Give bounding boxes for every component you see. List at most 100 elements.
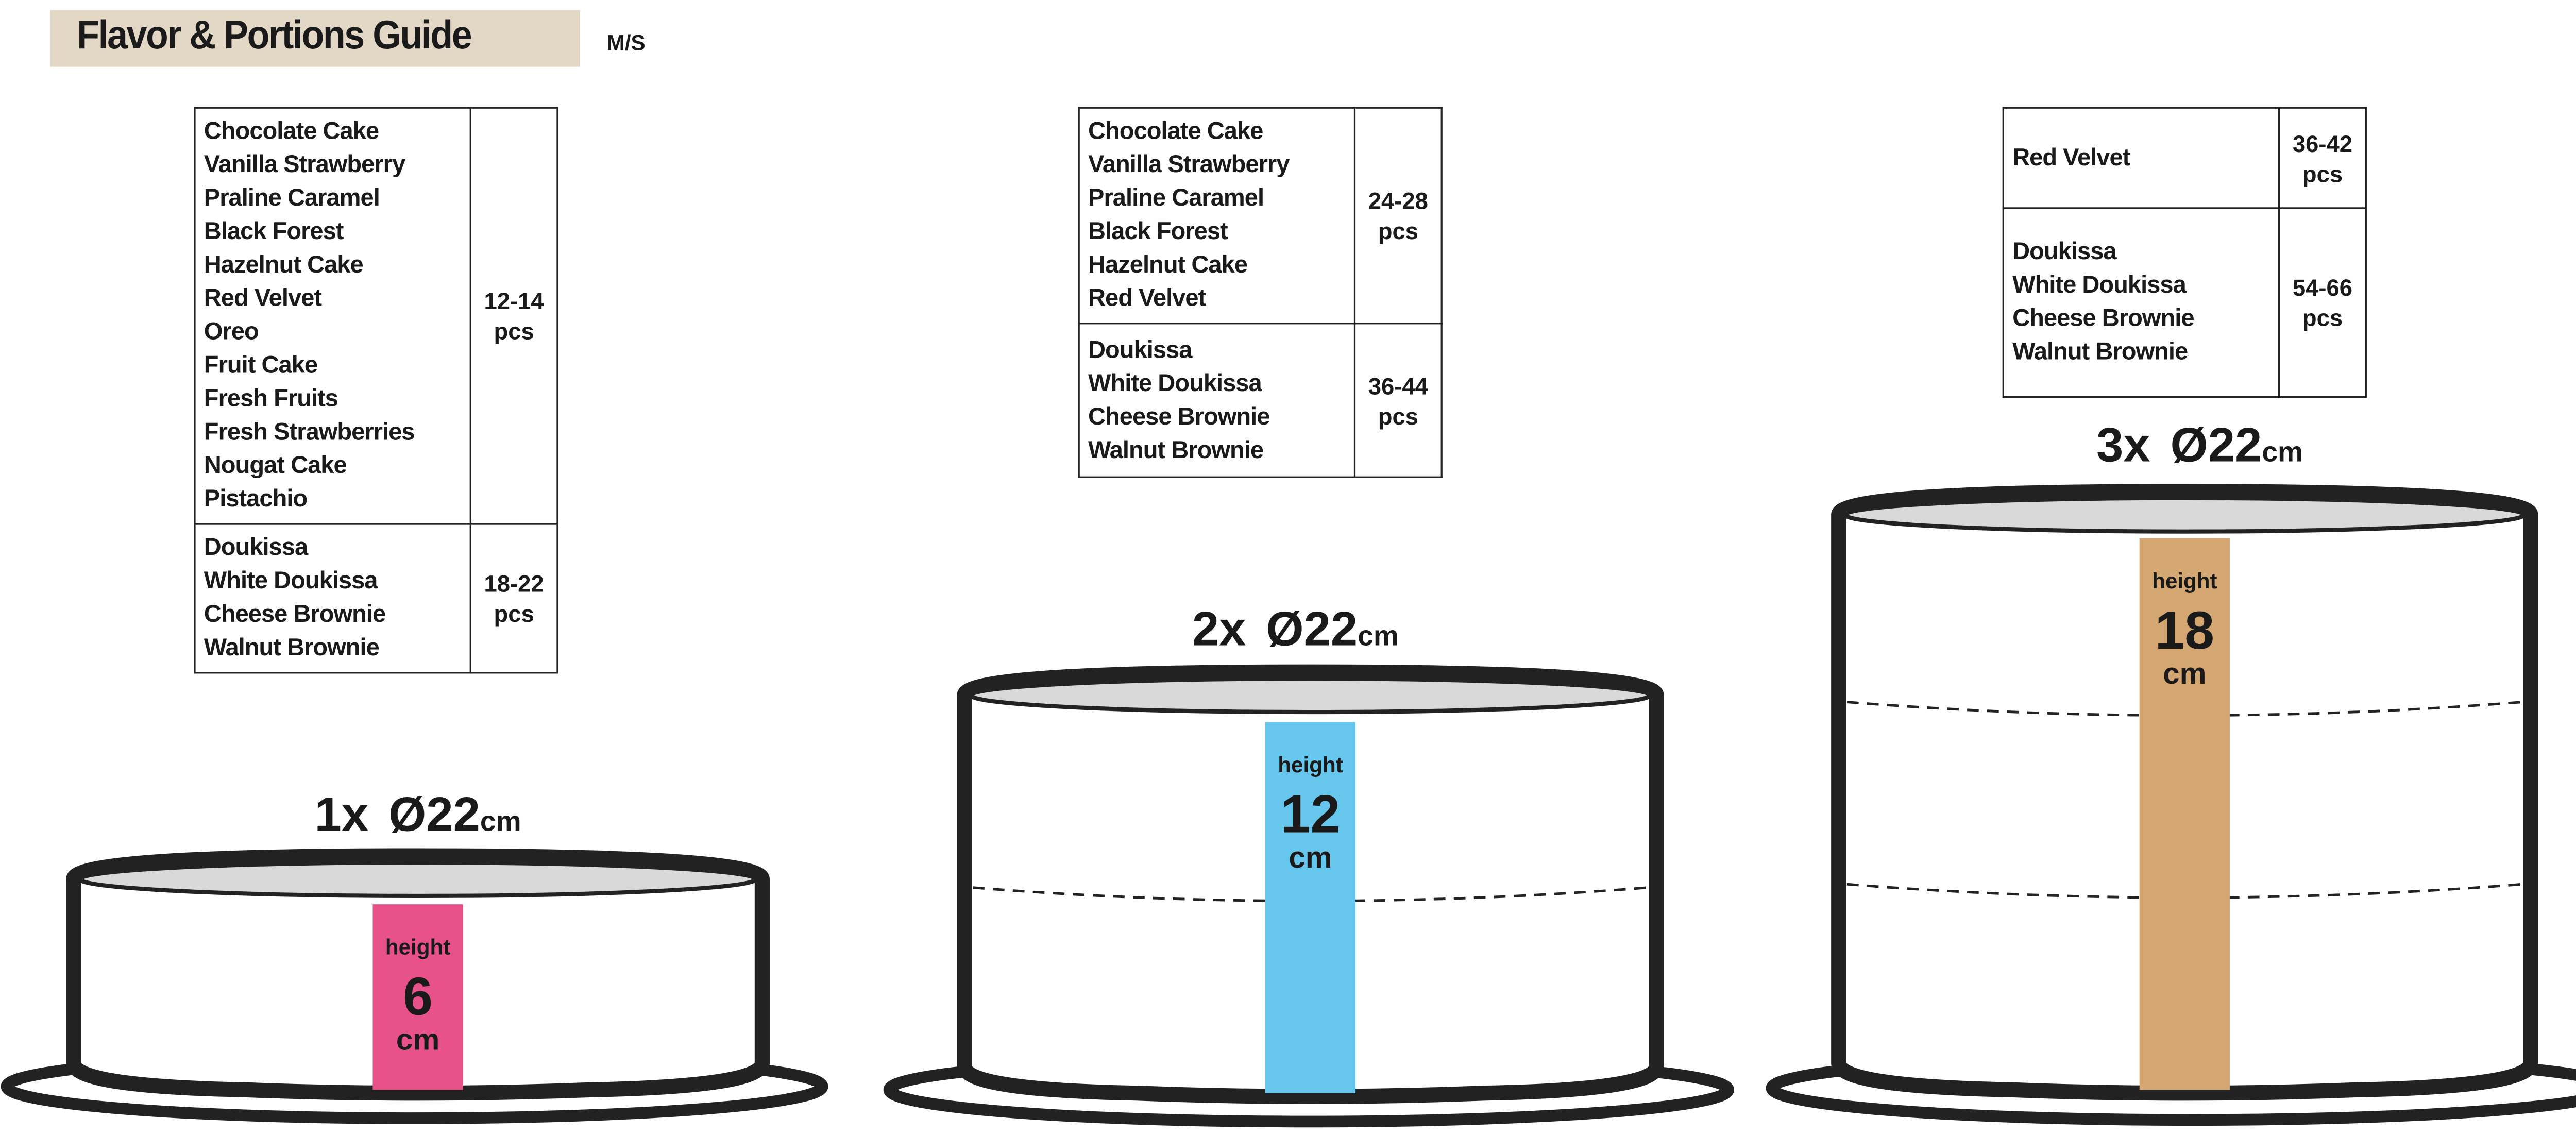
page-subtitle: M/S (606, 30, 646, 56)
portion-range: 18-22 (484, 570, 544, 597)
flavor-name: Pistachio (204, 486, 308, 514)
height-unit: cm (1289, 841, 1332, 874)
cake-size-label: 3x Ø22cm (2096, 417, 2303, 471)
portion-cell: 54-66 pcs (2278, 207, 2367, 398)
portion-table-1: Chocolate Cake Vanilla Strawberry Praline … (194, 107, 558, 674)
height-unit: cm (2163, 657, 2206, 690)
flavor-name: Doukissa (2012, 239, 2116, 266)
height-unit: cm (396, 1023, 439, 1056)
table-row: Doukissa White Doukissa Cheese Brownie Waln… (1078, 323, 1443, 478)
height-label: height (2152, 569, 2217, 593)
portion-range: 12-14 (484, 287, 544, 314)
flavor-name: Black Forest (204, 219, 344, 246)
flavor-cell: Doukissa White Doukissa Cheese Brownie Waln… (1078, 323, 1356, 478)
height-label: height (385, 935, 450, 959)
height-label: height (1278, 753, 1343, 777)
flavor-name: Chocolate Cake (1088, 118, 1263, 146)
tier-count: 2x (1192, 601, 1246, 655)
flavor-cell: Doukissa White Doukissa Cheese Brownie Waln… (194, 523, 471, 674)
portion-unit: pcs (1378, 217, 1418, 244)
flavor-name: Oreo (204, 319, 259, 346)
cake-top (969, 676, 1652, 715)
flavor-name: Red Velvet (2012, 144, 2130, 172)
portion-cell: 24-28 pcs (1353, 107, 1443, 325)
flavor-name: Vanilla Strawberry (1088, 152, 1290, 179)
flavor-name: Walnut Brownie (204, 635, 380, 662)
flavor-name: White Doukissa (204, 568, 378, 595)
layer-divider (1846, 883, 2522, 899)
flavor-name: Red Velvet (204, 285, 322, 313)
flavor-name: Red Velvet (1088, 285, 1206, 313)
flavor-name: Praline Caramel (1088, 185, 1264, 213)
portion-range: 36-44 (1368, 371, 1428, 399)
flavor-name: Hazelnut Cake (1088, 252, 1248, 279)
portion-table-3: Red Velvet 36-42 pcs Doukissa White Doukissa… (2002, 107, 2367, 398)
height-value: 18 (2155, 600, 2214, 660)
height-value: 6 (403, 966, 433, 1026)
diameter-unit: cm (480, 805, 521, 837)
flavor-name: Nougat Cake (204, 453, 347, 480)
diameter: Ø22 (1266, 601, 1358, 655)
table-row: Chocolate Cake Vanilla Strawberry Praline … (194, 107, 558, 525)
portion-unit: pcs (2302, 159, 2343, 187)
flavor-name: Fruit Cake (204, 352, 318, 380)
portion-cell: 36-42 pcs (2278, 107, 2367, 209)
flavor-name: Fresh Fruits (204, 386, 338, 413)
flavor-cell: Red Velvet (2002, 107, 2280, 209)
portion-unit: pcs (1378, 402, 1418, 429)
height-strip (372, 904, 463, 1090)
portion-cell: 36-44 pcs (1353, 323, 1443, 478)
flavor-name: Hazelnut Cake (204, 252, 364, 279)
flavor-name: White Doukissa (1088, 370, 1262, 397)
layer-divider (1846, 701, 2522, 717)
flavor-name: Black Forest (1088, 219, 1228, 246)
flavor-name: Cheese Brownie (204, 601, 386, 629)
diameter-unit: cm (1358, 619, 1399, 651)
table-row: Doukissa White Doukissa Cheese Brownie Waln… (2002, 207, 2367, 398)
flavor-name: Chocolate Cake (204, 118, 379, 146)
flavor-name: Fresh Strawberries (204, 419, 415, 447)
flavor-name: White Doukissa (2012, 272, 2187, 299)
table-row: Chocolate Cake Vanilla Strawberry Praline … (1078, 107, 1443, 325)
height-strip (2139, 538, 2230, 1090)
diameter: Ø22 (2171, 417, 2262, 471)
flavor-cell: Chocolate Cake Vanilla Strawberry Praline … (194, 107, 471, 525)
cake-size-label: 1x Ø22cm (315, 787, 521, 841)
flavor-cell: Chocolate Cake Vanilla Strawberry Praline … (1078, 107, 1356, 325)
portion-cell: 12-14 pcs (469, 107, 558, 525)
diameter: Ø22 (388, 787, 480, 841)
title-banner (50, 10, 580, 67)
portion-range: 24-28 (1368, 187, 1428, 214)
flavor-name: Praline Caramel (204, 185, 380, 213)
tier-count: 3x (2096, 417, 2150, 471)
portion-range: 54-66 (2292, 274, 2353, 301)
flavor-name: Doukissa (1088, 336, 1192, 364)
table-row: Doukissa White Doukissa Cheese Brownie Waln… (194, 523, 558, 674)
portion-unit: pcs (2302, 304, 2343, 331)
height-strip (1265, 722, 1356, 1093)
portion-unit: pcs (494, 317, 534, 345)
flavor-name: Cheese Brownie (2012, 306, 2194, 333)
portion-cell: 18-22 pcs (469, 523, 558, 674)
portion-table-2: Chocolate Cake Vanilla Strawberry Praline … (1078, 107, 1443, 478)
cake-size-label: 2x Ø22cm (1192, 601, 1399, 655)
height-value: 12 (1281, 784, 1340, 844)
cake-top (1843, 496, 2526, 534)
flavor-name: Walnut Brownie (1088, 437, 1264, 464)
page-title: Flavor & Portions Guide (77, 13, 472, 59)
portion-unit: pcs (494, 600, 534, 627)
layer-divider (972, 886, 1649, 903)
flavor-name: Vanilla Strawberry (204, 152, 405, 179)
flavor-cell: Doukissa White Doukissa Cheese Brownie Waln… (2002, 207, 2280, 398)
portion-range: 36-42 (2292, 129, 2353, 157)
diameter-unit: cm (2262, 435, 2303, 467)
tier-count: 1x (315, 787, 369, 841)
flavor-name: Cheese Brownie (1088, 403, 1270, 431)
cake-top (78, 860, 758, 899)
flavor-name: Walnut Brownie (2012, 339, 2188, 366)
